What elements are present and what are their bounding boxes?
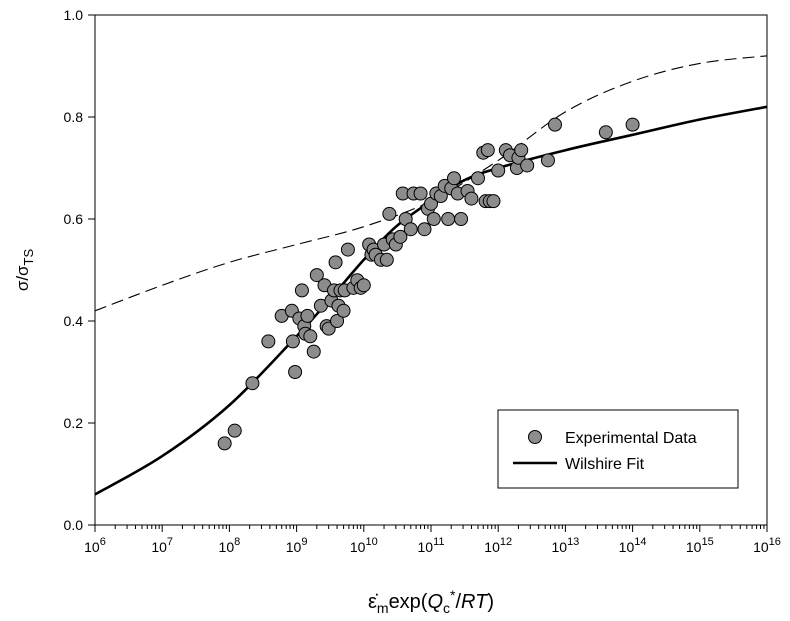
data-point: [393, 229, 408, 244]
x-axis-title-sub-c: c: [443, 600, 450, 616]
y-tick-label: 0.8: [64, 109, 84, 125]
data-point: [245, 376, 260, 391]
data-point: [330, 314, 345, 328]
data-point: [379, 252, 394, 267]
data-point: [447, 171, 462, 186]
x-tick-label: 1016: [753, 536, 781, 555]
legend: Experimental Data Wilshire Fit: [497, 409, 739, 489]
data-point: [306, 344, 321, 359]
data-point: [441, 212, 456, 226]
data-point: [303, 329, 318, 344]
x-tick-label: 1014: [619, 536, 647, 555]
legend-box: [497, 409, 739, 489]
y-axis-title-sub: TS: [21, 249, 36, 266]
y-tick-label: 1.0: [64, 7, 84, 23]
data-point: [261, 334, 276, 349]
x-tick-label: 1015: [686, 536, 714, 555]
y-tick-label: 0.0: [64, 517, 84, 533]
x-tick-label: 106: [84, 536, 106, 555]
data-point: [480, 143, 495, 158]
data-point: [520, 158, 535, 173]
data-point: [227, 423, 242, 438]
x-tick-label: 1013: [551, 536, 579, 555]
x-axis-title-Q: Q: [427, 591, 443, 613]
data-point: [328, 255, 343, 270]
x-tick-label: 1010: [350, 536, 378, 555]
x-axis-title-epsdot: ε̇: [368, 591, 378, 613]
x-axis-title-sub-m: m: [377, 600, 389, 616]
data-point: [491, 163, 506, 178]
data-point: [336, 303, 351, 318]
data-point: [547, 117, 562, 132]
y-axis-title: σ/σTS: [13, 249, 36, 292]
data-point: [598, 125, 613, 140]
dashed-curve: [94, 55, 768, 312]
x-axis-title-exp: exp(: [389, 591, 428, 613]
data-point: [309, 268, 324, 283]
x-tick-label: 107: [151, 536, 173, 555]
legend-label-experimental: Experimental Data: [565, 430, 697, 447]
data-point: [514, 143, 529, 158]
x-axis-title-close: ): [487, 591, 494, 613]
axes-layer: 106 107 108 109 1010 1011 1012 1013 1014 1015 1016…: [64, 7, 781, 555]
data-point: [464, 191, 479, 206]
data-point: [217, 436, 232, 451]
data-point: [486, 194, 501, 209]
y-tick-label: 0.4: [64, 313, 84, 329]
x-tick-label: 108: [219, 536, 241, 555]
data-point: [356, 278, 371, 293]
x-tick-label: 1011: [418, 536, 445, 555]
x-axis-title-RT: RT: [461, 591, 489, 613]
x-axis-title: ε̇mexp(Qc*/RT): [368, 587, 494, 616]
data-point: [454, 212, 469, 226]
data-point: [300, 308, 315, 323]
legend-marker-icon: [528, 430, 542, 444]
data-point: [540, 153, 555, 168]
data-point: [470, 171, 485, 186]
data-point: [625, 117, 640, 132]
data-point: [403, 222, 418, 237]
data-point: [288, 365, 303, 379]
data-point: [382, 206, 397, 221]
points-layer: [217, 117, 640, 451]
data-point: [294, 283, 309, 298]
data-point: [285, 334, 300, 349]
y-tick-label: 0.6: [64, 211, 84, 227]
x-axis-title-star: *: [450, 587, 456, 603]
x-tick-label: 1012: [484, 536, 512, 555]
y-axis-title-main: σ/σ: [13, 265, 32, 291]
data-point: [413, 186, 428, 201]
x-axis-title-slash: /: [455, 591, 461, 613]
y-tick-label: 0.2: [64, 415, 84, 431]
data-point: [417, 222, 432, 237]
data-point: [340, 242, 355, 257]
x-tick-label: 109: [286, 536, 308, 555]
legend-label-wilshire: Wilshire Fit: [565, 456, 645, 473]
data-point: [426, 212, 441, 226]
